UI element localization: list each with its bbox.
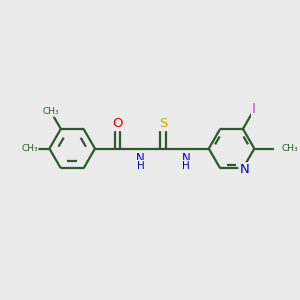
Text: CH₃: CH₃ bbox=[43, 107, 59, 116]
Text: CH₃: CH₃ bbox=[281, 144, 298, 153]
Text: CH₃: CH₃ bbox=[21, 144, 38, 153]
Text: N: N bbox=[182, 152, 190, 165]
Text: S: S bbox=[159, 117, 167, 130]
Text: H: H bbox=[136, 161, 144, 171]
Text: I: I bbox=[252, 102, 256, 116]
Text: N: N bbox=[239, 163, 249, 176]
Text: H: H bbox=[182, 161, 190, 171]
Text: O: O bbox=[112, 117, 123, 130]
Text: N: N bbox=[136, 152, 145, 165]
